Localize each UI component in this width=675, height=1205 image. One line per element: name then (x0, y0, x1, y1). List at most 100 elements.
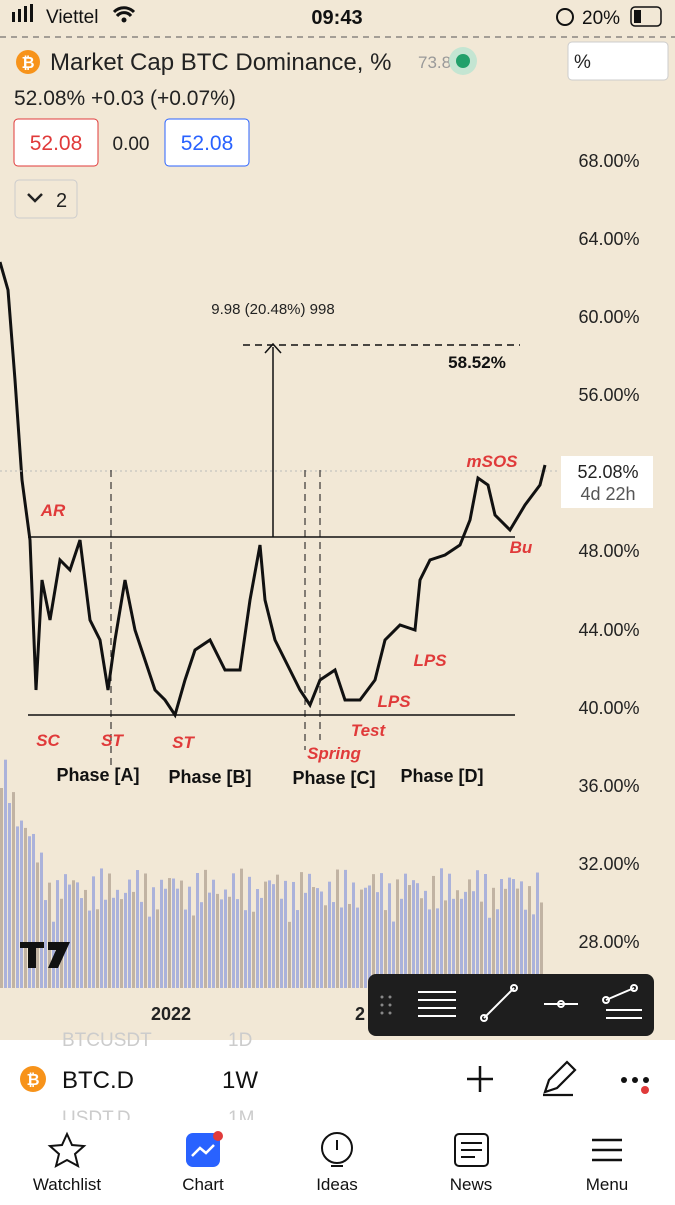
volume-bar (76, 882, 79, 988)
indicator-count: 2 (56, 190, 67, 212)
volume-bar (392, 921, 395, 988)
volume-bar (172, 878, 175, 988)
volume-bar (284, 880, 287, 988)
volume-bar (104, 899, 107, 988)
clock: 09:43 (311, 7, 362, 29)
phase-label: Phase [A] (56, 765, 139, 785)
volume-bar (212, 879, 215, 988)
draw-button[interactable] (543, 1060, 577, 1097)
volume-bar (68, 884, 71, 988)
volume-bar (108, 873, 111, 988)
phase-label: Phase [B] (168, 767, 251, 787)
volume-bar (532, 914, 535, 988)
volume-bar (312, 887, 315, 988)
battery-percent: 20% (582, 8, 620, 29)
tool-trend[interactable] (483, 987, 515, 1019)
volume-bar (32, 833, 35, 988)
volume-bar (540, 902, 543, 988)
price-label-box (561, 456, 653, 508)
volume-bar (112, 897, 115, 988)
unit-button[interactable] (567, 41, 669, 81)
volume-bar (188, 886, 191, 988)
volume-bar (404, 873, 407, 988)
volume-bar (528, 886, 531, 988)
volume-bar (480, 901, 483, 988)
phase-label: Phase [D] (400, 766, 483, 786)
volume-bar (204, 869, 207, 988)
volume-bar (296, 910, 299, 988)
interval[interactable]: 1W (222, 1067, 258, 1094)
volume-bar (520, 881, 523, 988)
volume-bar (524, 909, 527, 988)
unit: % (574, 52, 591, 73)
tool-fib[interactable] (605, 987, 642, 1019)
volume-bar (512, 879, 515, 988)
y-tick-label: 48.00% (578, 541, 639, 561)
x-label: 2 (355, 1004, 365, 1024)
drawings (0, 342, 560, 765)
volume-bar (168, 878, 171, 988)
volume-bar (308, 873, 311, 988)
volume-bar (196, 873, 199, 988)
volume-bar (428, 909, 431, 988)
volume-bar (20, 820, 23, 988)
add-button[interactable] (467, 1066, 493, 1092)
volume-bar (364, 887, 367, 988)
volume-bar (120, 899, 123, 988)
behind-interval: 1D (228, 1030, 252, 1051)
tool-lines[interactable] (418, 991, 456, 1017)
volume-bar (336, 869, 339, 988)
volume-bar (292, 881, 295, 988)
y-tick-label: 68.00% (578, 151, 639, 171)
volume-bar (348, 903, 351, 988)
volume-bar (316, 888, 319, 988)
volume-bar (80, 898, 83, 988)
volume-bar (376, 892, 379, 988)
nav-label[interactable]: Ideas (316, 1175, 358, 1194)
y-tick-label: 60.00% (578, 307, 639, 327)
volume-bar (496, 909, 499, 988)
status-bar: Viettel 09:43 20% (12, 4, 662, 29)
volume-bar (356, 907, 359, 988)
volume-bar (276, 874, 279, 988)
volume-bar (28, 836, 31, 988)
volume-bar (444, 900, 447, 988)
volume-bar (12, 792, 15, 988)
volume-bar (460, 898, 463, 988)
volume-bar (116, 889, 119, 988)
volume-bar (344, 869, 347, 988)
volume-bar (408, 885, 411, 988)
annotation: mSOS (466, 452, 518, 471)
volume-bar (268, 880, 271, 988)
volume-bar (44, 900, 47, 988)
symbol[interactable]: BTC.D (62, 1067, 134, 1094)
y-tick-label: 56.00% (578, 385, 639, 405)
volume-bar (124, 892, 127, 988)
volume-bar (4, 759, 7, 988)
nav-label[interactable]: News (450, 1175, 493, 1194)
volume-bar (176, 888, 179, 988)
volume-bar (244, 910, 247, 988)
volume-bar (224, 889, 227, 988)
nav-label[interactable]: Menu (586, 1175, 629, 1194)
volume-bar (160, 879, 163, 988)
y-tick-label: 32.00% (578, 854, 639, 874)
volume-bar (536, 872, 539, 988)
volume-bar (352, 882, 355, 988)
volume-bar (412, 880, 415, 988)
volume-bar (16, 826, 19, 988)
annotation: Bu (510, 538, 533, 557)
more-button[interactable] (621, 1077, 649, 1094)
carrier: Viettel (46, 7, 98, 28)
volume-bar (516, 888, 519, 988)
annotation: Test (351, 721, 387, 740)
nav-label[interactable]: Watchlist (33, 1175, 102, 1194)
volume-bar (288, 921, 291, 988)
annotation: SC (36, 731, 60, 750)
sell-box[interactable] (13, 118, 99, 167)
buy-box[interactable] (164, 118, 250, 167)
nav-label[interactable]: Chart (182, 1175, 224, 1194)
volume-bar (420, 898, 423, 988)
indicators-toggle[interactable] (14, 179, 78, 219)
